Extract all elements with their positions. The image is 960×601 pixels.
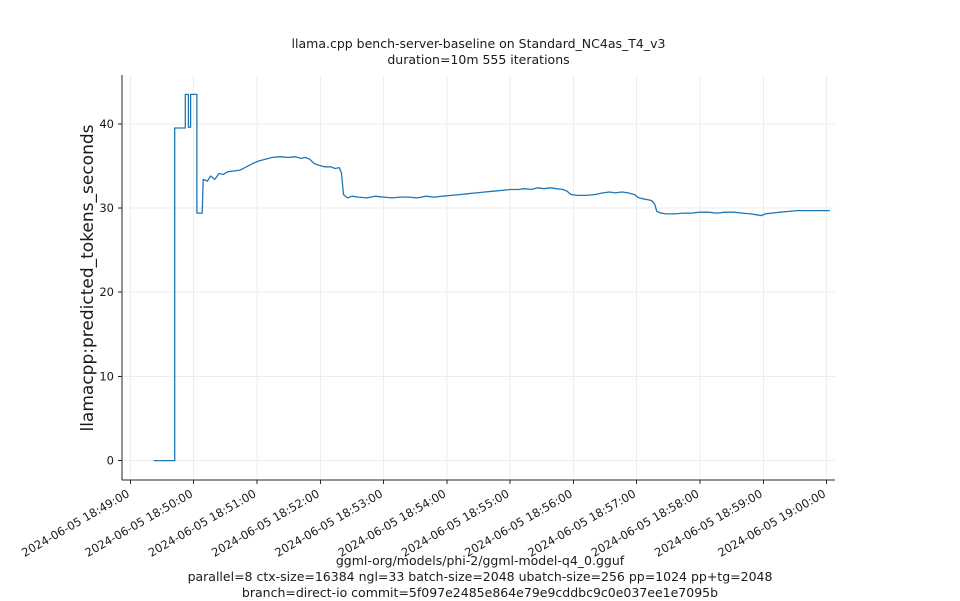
x-tick-label: 2024-06-05 18:49:00 [19, 486, 132, 559]
caption-model-path: ggml-org/models/phi-2/ggml-model-q4_0.gg… [335, 553, 625, 568]
x-tick-label: 2024-06-05 18:50:00 [82, 486, 195, 559]
series-line [153, 93, 830, 462]
x-tick-label: 2024-06-05 18:58:00 [589, 486, 702, 559]
x-tick-label: 2024-06-05 18:54:00 [336, 486, 449, 559]
x-tick-label: 2024-06-05 18:59:00 [652, 486, 765, 559]
x-tick-label: 2024-06-05 18:56:00 [462, 486, 575, 559]
y-tick-labels: 0 10 20 30 40 [99, 117, 114, 468]
x-tick-label: 2024-06-05 18:55:00 [399, 486, 512, 559]
caption-branch-commit: branch=direct-io commit=5f097e2485e864e7… [241, 585, 719, 600]
x-tick-label: 2024-06-05 18:52:00 [209, 486, 322, 559]
x-tick-label: 2024-06-05 18:51:00 [146, 486, 259, 559]
x-tick-label: 2024-06-05 19:00:00 [715, 486, 828, 559]
chart-subtitle: duration=10m 555 iterations [387, 52, 570, 67]
chart-title: llama.cpp bench-server-baseline on Stand… [291, 36, 666, 51]
y-tick-label: 0 [107, 454, 114, 468]
y-tick-label: 10 [99, 369, 114, 383]
x-tick-label: 2024-06-05 18:53:00 [272, 486, 385, 559]
tick-marks [118, 123, 828, 484]
axis-spines [121, 75, 835, 481]
gridlines [122, 75, 835, 480]
caption-bench-params: parallel=8 ctx-size=16384 ngl=33 batch-s… [187, 569, 773, 584]
y-tick-label: 20 [99, 285, 114, 299]
y-tick-label: 40 [99, 117, 114, 131]
y-tick-label: 30 [99, 201, 114, 215]
x-tick-label: 2024-06-05 18:57:00 [525, 486, 638, 559]
